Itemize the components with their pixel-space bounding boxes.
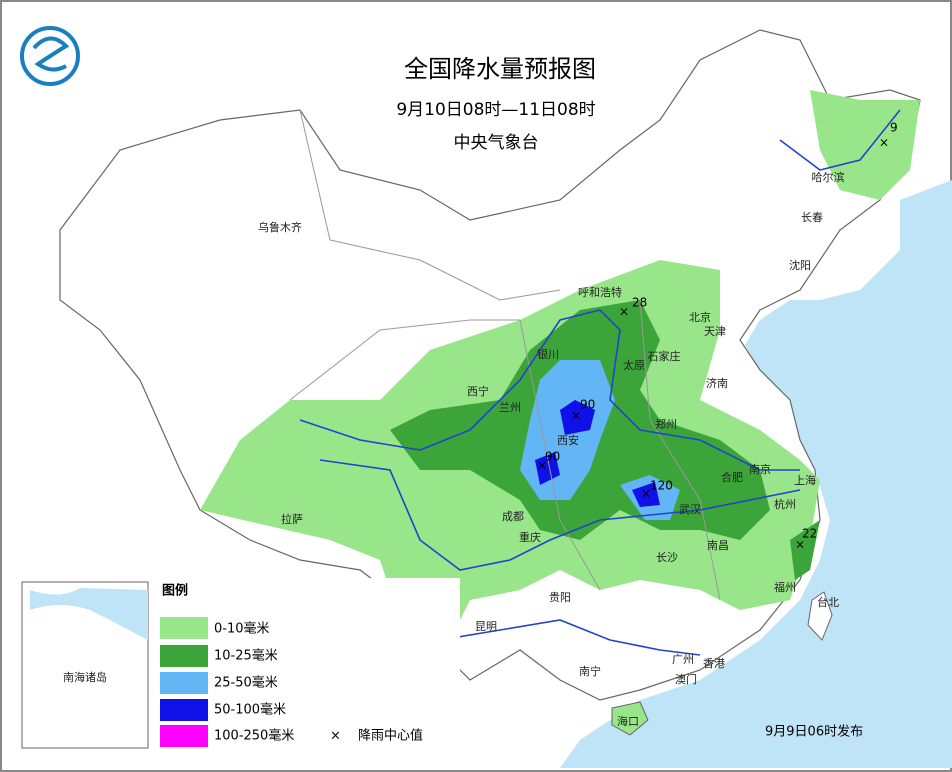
inset: 南海诸岛 <box>21 581 149 749</box>
city: 郑州 <box>655 417 677 431</box>
legend-swatch <box>160 645 208 667</box>
city: 长春 <box>801 211 823 224</box>
center-mark: × <box>641 487 651 501</box>
issue-time: 9月9日06时发布 <box>765 724 863 740</box>
rain-area <box>560 400 595 435</box>
rain-areas <box>200 90 920 660</box>
city: 澳门 <box>675 672 697 686</box>
rain-area <box>535 452 560 485</box>
city: 呼和浩特 <box>578 285 622 299</box>
map-title: 全国降水量预报图 <box>404 55 596 83</box>
city: 杭州 <box>774 497 796 511</box>
legend-label: 100-250毫米 <box>214 728 294 744</box>
province-borders <box>289 109 721 601</box>
center-value: 90 <box>545 450 560 464</box>
center-value: 22 <box>802 527 817 541</box>
legend-swatch <box>160 699 208 721</box>
cities: 乌鲁木齐 哈尔滨 长春 沈阳 呼和浩特 北京 天津 银川 石家庄 太原 西宁 兰… <box>258 170 845 728</box>
city: 成都 <box>502 510 524 523</box>
inset-label: 南海诸岛 <box>63 670 107 684</box>
city: 武汉 <box>679 503 701 516</box>
city: 合肥 <box>721 470 743 484</box>
city: 海口 <box>617 714 639 728</box>
center-symbol: × <box>330 729 341 744</box>
issuer: 中央气象台 <box>454 133 539 153</box>
city: 长沙 <box>656 551 678 564</box>
rain-area <box>790 520 820 580</box>
city: 重庆 <box>519 530 541 544</box>
city: 北京 <box>689 310 711 324</box>
legend-label: 10-25毫米 <box>214 648 278 664</box>
center-mark: × <box>537 459 547 473</box>
city: 南昌 <box>707 539 729 552</box>
city: 上海 <box>794 473 816 487</box>
city: 太原 <box>623 359 645 372</box>
center-value: 9 <box>890 121 898 135</box>
city: 南京 <box>749 462 771 476</box>
legend-swatch <box>160 725 208 747</box>
legend: 图例 0-10毫米 10-25毫米 25-50毫米 50-100毫米 100-2… <box>155 578 460 748</box>
taiwan <box>807 591 833 641</box>
legend-label: 0-10毫米 <box>214 621 270 637</box>
legend-swatch <box>160 617 208 639</box>
city: 拉萨 <box>281 512 303 526</box>
inset-sea <box>30 588 148 640</box>
rivers <box>299 109 901 656</box>
city: 台北 <box>817 595 839 609</box>
center-mark: × <box>879 136 889 150</box>
city: 西宁 <box>467 384 489 398</box>
sea <box>560 180 952 768</box>
center-mark: × <box>795 538 805 552</box>
logo <box>20 26 80 86</box>
city: 兰州 <box>499 401 521 414</box>
city: 广州 <box>672 653 694 666</box>
city: 哈尔滨 <box>812 170 845 184</box>
center-legend-label: 降雨中心值 <box>358 728 423 744</box>
rain-centers: × 9 × 28 × 90 × 90 × 120 × 22 <box>537 121 898 552</box>
city: 福州 <box>774 580 796 594</box>
legend-label: 50-100毫米 <box>214 702 286 718</box>
city: 天津 <box>704 325 726 338</box>
legend-swatch <box>160 672 208 694</box>
city: 香港 <box>703 657 725 670</box>
rain-area <box>632 482 660 507</box>
city: 沈阳 <box>789 258 811 272</box>
legend-label: 25-50毫米 <box>214 675 278 691</box>
center-value: 28 <box>632 296 647 310</box>
hainan <box>611 701 649 736</box>
period: 9月10日08时—11日08时 <box>396 100 595 120</box>
city: 石家庄 <box>648 349 681 363</box>
city: 贵阳 <box>549 591 571 604</box>
city: 西安 <box>557 433 579 447</box>
center-mark: × <box>619 305 629 319</box>
legend-title: 图例 <box>162 583 188 599</box>
city: 银川 <box>537 347 559 361</box>
center-value: 120 <box>650 479 673 493</box>
rain-area <box>810 90 920 200</box>
city: 济南 <box>706 376 728 390</box>
city: 昆明 <box>475 620 497 633</box>
center-value: 90 <box>580 398 595 412</box>
city: 南宁 <box>579 664 601 678</box>
city: 乌鲁木齐 <box>258 220 302 234</box>
center-mark: × <box>571 409 581 423</box>
